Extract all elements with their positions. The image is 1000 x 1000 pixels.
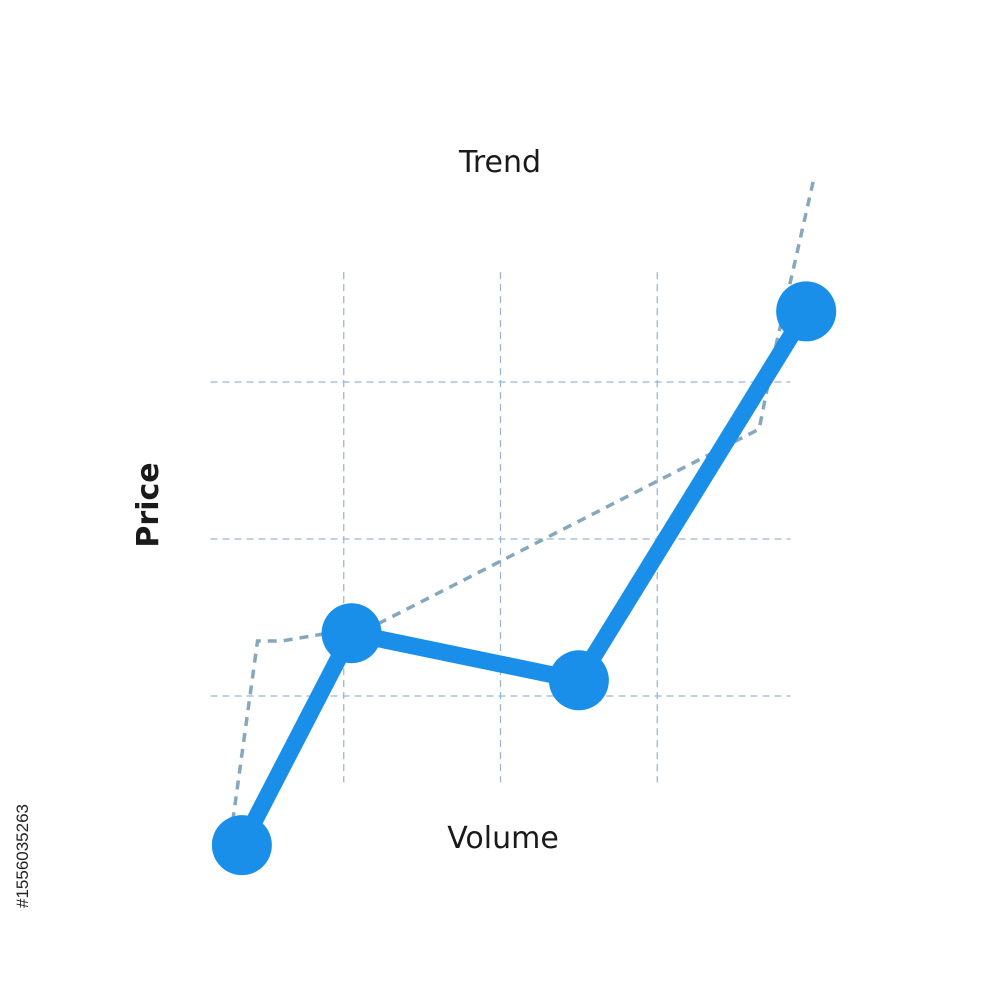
x-axis-label: Volume bbox=[447, 821, 559, 856]
chart-title: Trend bbox=[458, 145, 541, 180]
grid bbox=[210, 272, 791, 783]
series-line bbox=[233, 302, 815, 854]
data-point bbox=[211, 815, 272, 876]
data-point bbox=[321, 603, 382, 664]
stock-id-label: #1556035263 bbox=[13, 804, 32, 908]
data-point bbox=[776, 281, 837, 342]
y-axis-label: Price bbox=[131, 462, 166, 547]
stock-id-text: #1556035263 bbox=[13, 804, 32, 908]
trend-line bbox=[224, 177, 816, 869]
trend-layer bbox=[224, 177, 816, 869]
data-point bbox=[548, 650, 609, 711]
series-layer bbox=[211, 281, 837, 876]
